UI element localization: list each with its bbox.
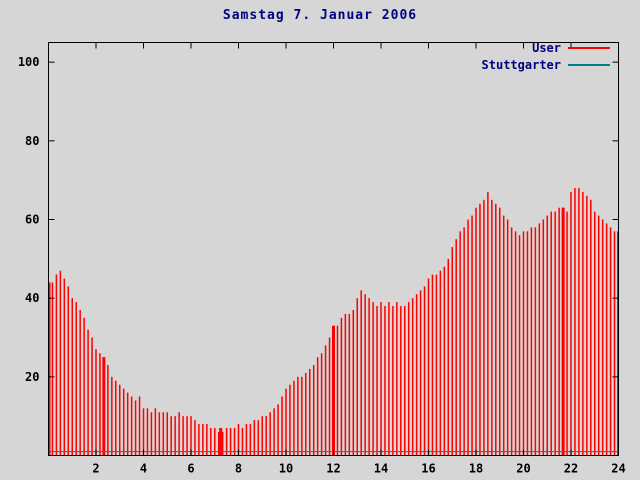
- legend: User Stuttgarter: [482, 41, 610, 72]
- svg-text:20: 20: [516, 462, 530, 476]
- svg-text:100: 100: [18, 55, 40, 69]
- svg-text:20: 20: [25, 370, 39, 384]
- legend-label-user: User: [532, 41, 561, 55]
- svg-text:8: 8: [235, 462, 242, 476]
- legend-row-stuttgarter: Stuttgarter: [482, 58, 610, 72]
- svg-text:60: 60: [25, 213, 39, 227]
- svg-text:16: 16: [421, 462, 435, 476]
- svg-text:40: 40: [25, 291, 39, 305]
- svg-text:10: 10: [279, 462, 293, 476]
- svg-text:18: 18: [469, 462, 483, 476]
- legend-row-user: User: [482, 41, 610, 55]
- svg-text:24: 24: [611, 462, 625, 476]
- svg-text:14: 14: [374, 462, 388, 476]
- svg-text:80: 80: [25, 134, 39, 148]
- svg-text:6: 6: [187, 462, 194, 476]
- legend-line-stuttgarter-icon: [568, 64, 610, 66]
- legend-line-user-icon: [568, 47, 610, 49]
- svg-text:4: 4: [140, 462, 147, 476]
- svg-text:12: 12: [326, 462, 340, 476]
- svg-text:2: 2: [92, 462, 99, 476]
- chart-title: Samstag 7. Januar 2006: [222, 8, 418, 23]
- svg-text:22: 22: [564, 462, 578, 476]
- legend-label-stuttgarter: Stuttgarter: [481, 58, 561, 72]
